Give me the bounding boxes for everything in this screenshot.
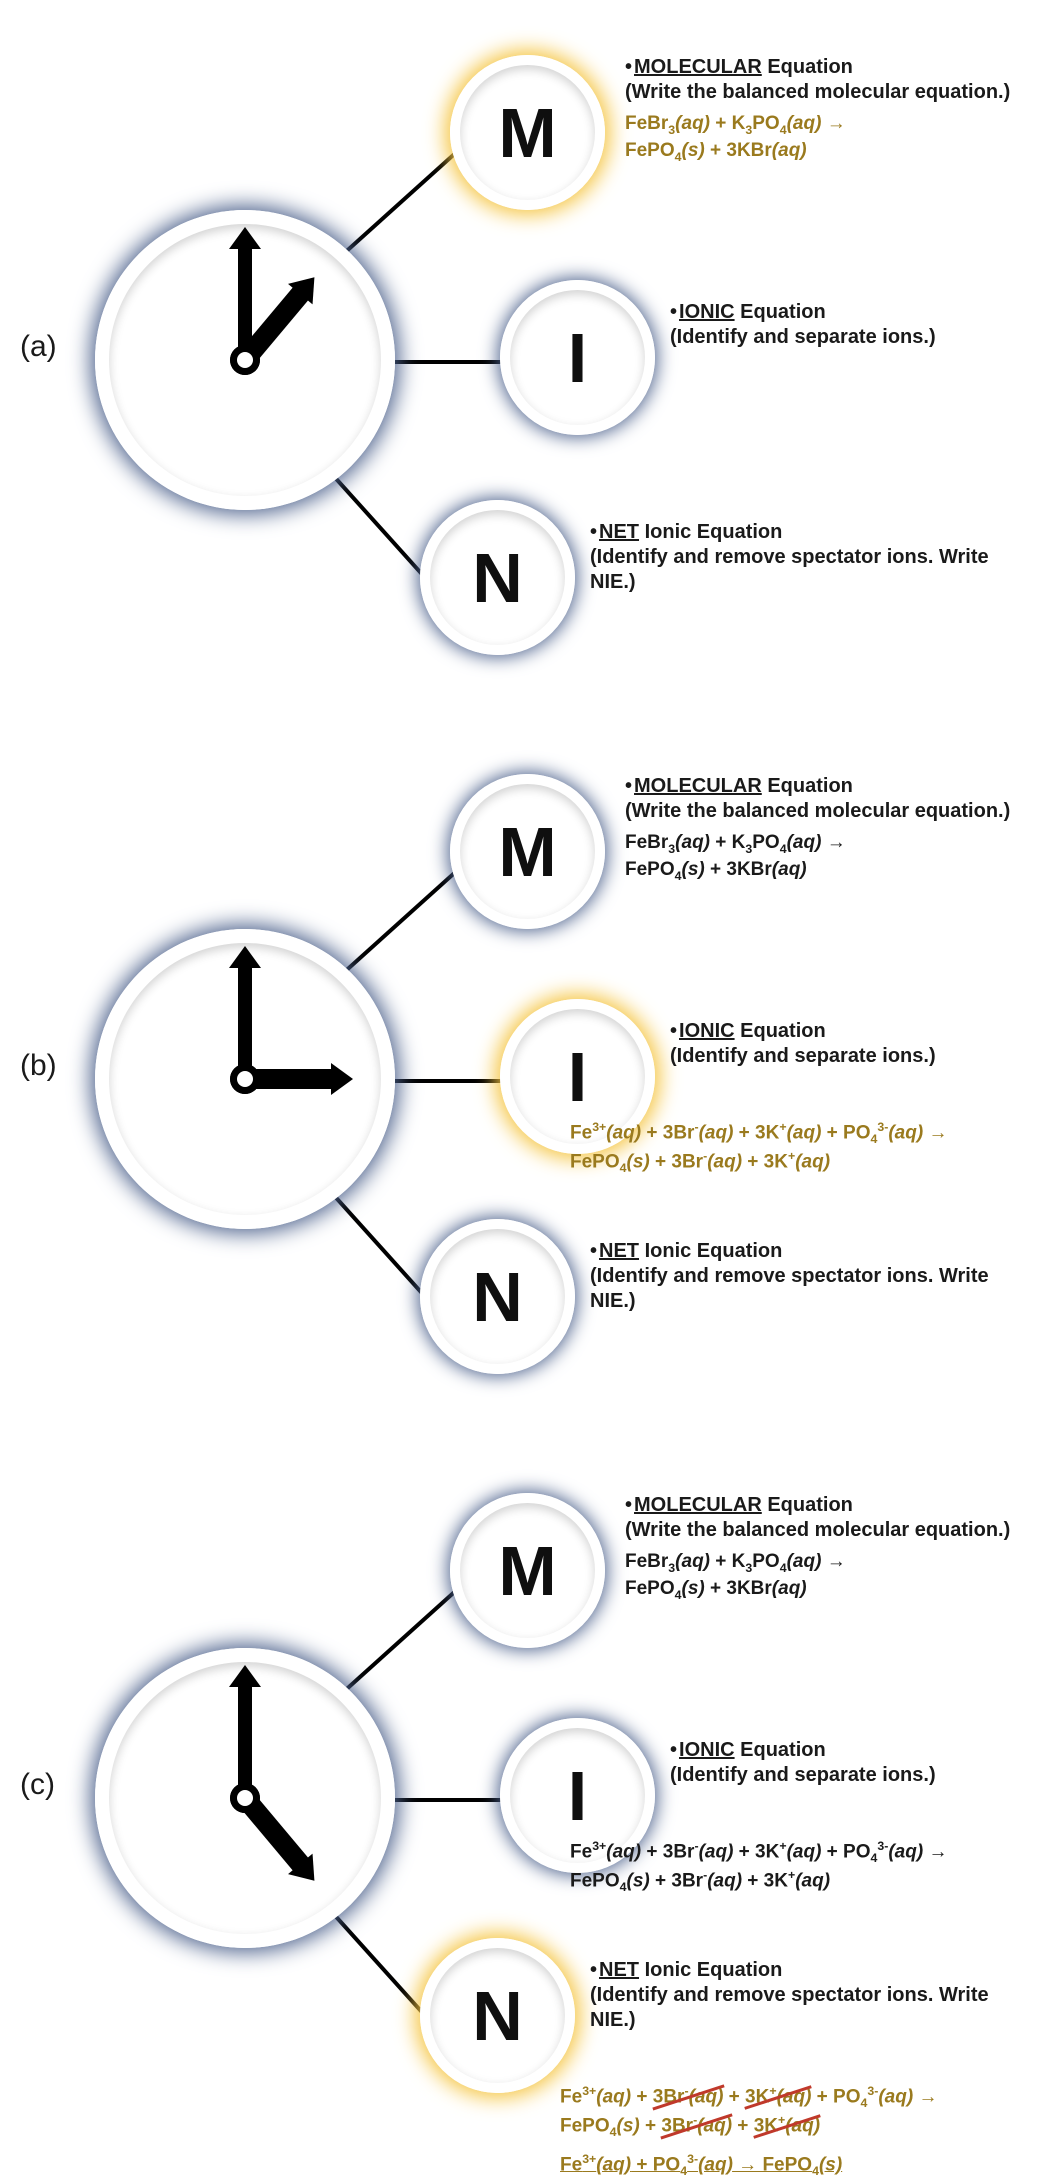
text-I: IONIC Equation(Identify and separate ion…	[670, 1738, 1059, 1896]
desc-M: (Write the balanced molecular equation.)	[625, 799, 1055, 824]
connector-0	[339, 143, 467, 258]
node-I: I	[500, 280, 655, 435]
desc-N: (Identify and remove spectator ions. Wri…	[590, 1264, 1020, 1314]
clock-pivot	[230, 1064, 260, 1094]
clock-face	[95, 1648, 395, 1948]
node-letter-M: M	[498, 93, 556, 173]
clock-minute-hand	[238, 964, 252, 1079]
node-letter-M: M	[498, 812, 556, 892]
panel-b: (b) M I N MOLECULAR Equation(Write the balan…	[0, 719, 1059, 1438]
node-N: N	[420, 1938, 575, 2093]
node-M: M	[450, 774, 605, 929]
title-M: MOLECULAR Equation	[625, 774, 1055, 799]
equation-M: FeBr3(aq) + K3PO4(aq) →FePO4(s) + 3KBr(a…	[625, 111, 1055, 166]
text-M: MOLECULAR Equation(Write the balanced mo…	[625, 1493, 1055, 1604]
equation-net-final: Fe3+(aq) + PO43-(aq) → FePO4(s)	[560, 2151, 842, 2179]
node-N: N	[420, 1219, 575, 1374]
desc-I: (Identify and separate ions.)	[670, 325, 1059, 350]
node-M: M	[450, 1493, 605, 1648]
text-I: IONIC Equation(Identify and separate ion…	[670, 300, 1059, 350]
title-N: NET Ionic Equation	[590, 1239, 1020, 1264]
clock-face	[95, 210, 395, 510]
equation-N: Fe3+(aq) + 3Br-(aq) + 3K+(aq) + PO43-(aq…	[560, 2083, 1059, 2141]
connector-0	[339, 862, 467, 977]
title-I: IONIC Equation	[670, 300, 1059, 325]
clock-pivot	[230, 1783, 260, 1813]
equation-I: Fe3+(aq) + 3Br-(aq) + 3K+(aq) + PO43-(aq…	[570, 1119, 1059, 1177]
text-M: MOLECULAR Equation(Write the balanced mo…	[625, 55, 1055, 166]
panel-label: (a)	[20, 330, 57, 364]
clock-pivot	[230, 345, 260, 375]
text-N: NET Ionic Equation(Identify and remove s…	[590, 1239, 1020, 1314]
clock-minute-hand	[238, 245, 252, 360]
node-letter-I: I	[568, 1756, 587, 1836]
node-letter-I: I	[568, 318, 587, 398]
connector-1	[390, 360, 508, 364]
node-letter-M: M	[498, 1531, 556, 1611]
desc-N: (Identify and remove spectator ions. Wri…	[590, 545, 1020, 595]
title-N: NET Ionic Equation	[590, 520, 1020, 545]
text-N: NET Ionic Equation(Identify and remove s…	[590, 520, 1020, 595]
panel-label: (c)	[20, 1768, 55, 1802]
node-letter-N: N	[472, 1257, 523, 1337]
desc-N: (Identify and remove spectator ions. Wri…	[590, 1983, 1020, 2033]
desc-M: (Write the balanced molecular equation.)	[625, 80, 1055, 105]
desc-M: (Write the balanced molecular equation.)	[625, 1518, 1055, 1543]
title-N: NET Ionic Equation	[590, 1958, 1020, 1983]
equation-M: FeBr3(aq) + K3PO4(aq) →FePO4(s) + 3KBr(a…	[625, 830, 1055, 885]
clock-minute-hand	[238, 1683, 252, 1798]
equation-I: Fe3+(aq) + 3Br-(aq) + 3K+(aq) + PO43-(aq…	[570, 1838, 1059, 1896]
connector-1	[390, 1079, 508, 1083]
node-letter-N: N	[472, 1976, 523, 2056]
clock-face	[95, 929, 395, 1229]
panel-label: (b)	[20, 1049, 57, 1083]
title-M: MOLECULAR Equation	[625, 55, 1055, 80]
panel-c: (c) M I N MOLECULAR Equation(Write the balan…	[0, 1438, 1059, 2157]
title-M: MOLECULAR Equation	[625, 1493, 1055, 1518]
text-N: NET Ionic Equation(Identify and remove s…	[590, 1958, 1020, 2179]
title-I: IONIC Equation	[670, 1738, 1059, 1763]
panel-a: (a) M I N MOLECULAR Equation(Write the balan…	[0, 0, 1059, 719]
desc-I: (Identify and separate ions.)	[670, 1044, 1059, 1069]
node-letter-I: I	[568, 1037, 587, 1117]
node-M: M	[450, 55, 605, 210]
desc-I: (Identify and separate ions.)	[670, 1763, 1059, 1788]
node-N: N	[420, 500, 575, 655]
equation-M: FeBr3(aq) + K3PO4(aq) →FePO4(s) + 3KBr(a…	[625, 1549, 1055, 1604]
text-M: MOLECULAR Equation(Write the balanced mo…	[625, 774, 1055, 885]
text-I: IONIC Equation(Identify and separate ion…	[670, 1019, 1059, 1177]
title-I: IONIC Equation	[670, 1019, 1059, 1044]
connector-1	[390, 1798, 508, 1802]
connector-0	[339, 1581, 467, 1696]
node-letter-N: N	[472, 538, 523, 618]
